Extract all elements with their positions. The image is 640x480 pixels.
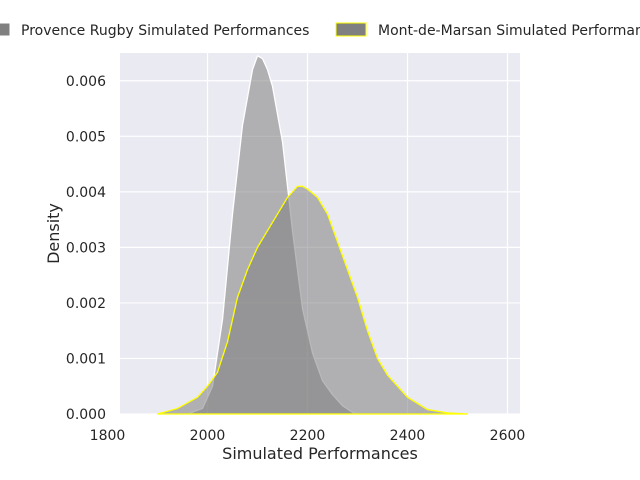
y-tick-labels: 0.000 0.001 0.002 0.003 0.004 0.005 0.006 (66, 74, 106, 423)
y-axis-label: Density (44, 203, 63, 264)
x-tick-labels: 1800 2000 2200 2400 2600 (90, 428, 526, 444)
legend-swatch-provence (0, 22, 11, 37)
x-tick-label: 2000 (190, 428, 226, 444)
series-layer (156, 55, 469, 415)
x-tick-label: 2200 (290, 428, 326, 444)
y-tick-label: 0.005 (66, 129, 106, 145)
legend-label-provence: Provence Rugby Simulated Performances (21, 23, 309, 39)
y-tick-label: 0.000 (66, 407, 106, 423)
y-tick-label: 0.003 (66, 240, 106, 256)
density-area-mont-de-marsan (156, 185, 469, 415)
legend-label-mont-de-marsan: Mont-de-Marsan Simulated Performances (378, 23, 640, 39)
x-tick-label: 1800 (90, 428, 126, 444)
legend-swatch-mont-de-marsan (335, 22, 367, 37)
legend: Provence Rugby Simulated Performances Mo… (0, 22, 640, 39)
y-tick-label: 0.004 (66, 185, 106, 201)
y-tick-label: 0.002 (66, 296, 106, 312)
y-tick-label: 0.001 (66, 351, 106, 367)
x-tick-label: 2400 (390, 428, 426, 444)
x-axis-label: Simulated Performances (222, 444, 418, 463)
x-tick-label: 2600 (490, 428, 526, 444)
y-tick-label: 0.006 (66, 74, 106, 90)
